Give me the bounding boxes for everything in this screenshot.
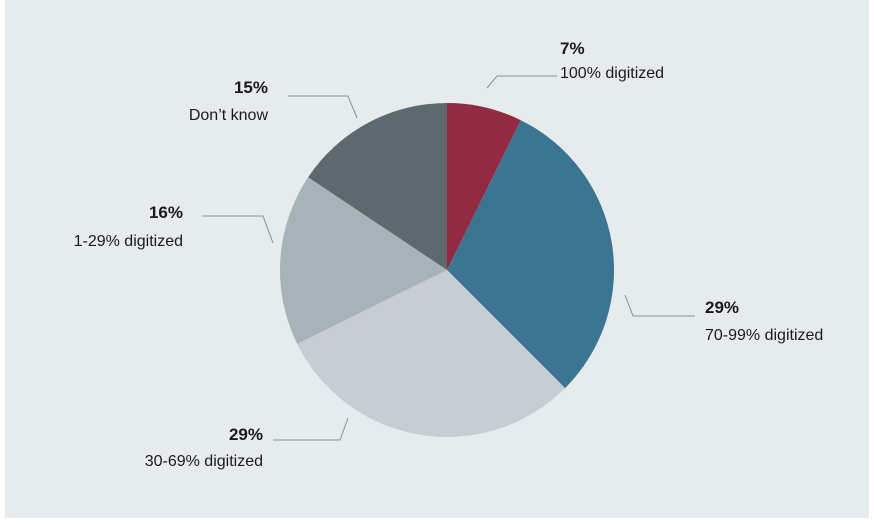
slice-label-group-2: 29% 30-69% digitized — [145, 417, 349, 470]
slice-percent-label: 15% — [234, 78, 268, 97]
leader-line — [273, 417, 349, 441]
pie-slice-1 — [447, 120, 615, 389]
chart-panel: 7% 100% digitized 29% 70-99% digitized 2… — [5, 0, 869, 518]
slice-category-label: 70-99% digitized — [705, 327, 823, 344]
pie-slice-0 — [447, 103, 521, 270]
leader-line — [203, 215, 274, 244]
slice-label-group-0: 7% 100% digitized — [486, 39, 664, 89]
slice-percent-label: 7% — [560, 39, 585, 58]
slice-percent-label: 29% — [229, 425, 263, 444]
pie-chart: 7% 100% digitized 29% 70-99% digitized 2… — [74, 39, 824, 470]
pie-slice-2 — [297, 270, 566, 438]
leader-line — [288, 95, 358, 119]
slice-label-group-3: 16% 1-29% digitized — [74, 203, 274, 250]
leader-line — [624, 294, 695, 317]
slice-category-label: 30-69% digitized — [145, 453, 263, 470]
pie-slice-4 — [308, 103, 447, 270]
pie-slice-3 — [279, 177, 447, 344]
slice-label-group-4: 15% Don’t know — [189, 78, 358, 124]
pie-slices — [279, 103, 615, 438]
slice-category-label: 1-29% digitized — [74, 233, 183, 250]
slice-percent-label: 29% — [705, 298, 739, 317]
leader-line — [486, 75, 557, 89]
slice-percent-label: 16% — [149, 203, 183, 222]
slice-category-label: Don’t know — [189, 107, 269, 124]
slice-category-label: 100% digitized — [560, 65, 664, 82]
slice-label-group-1: 29% 70-99% digitized — [624, 294, 823, 344]
